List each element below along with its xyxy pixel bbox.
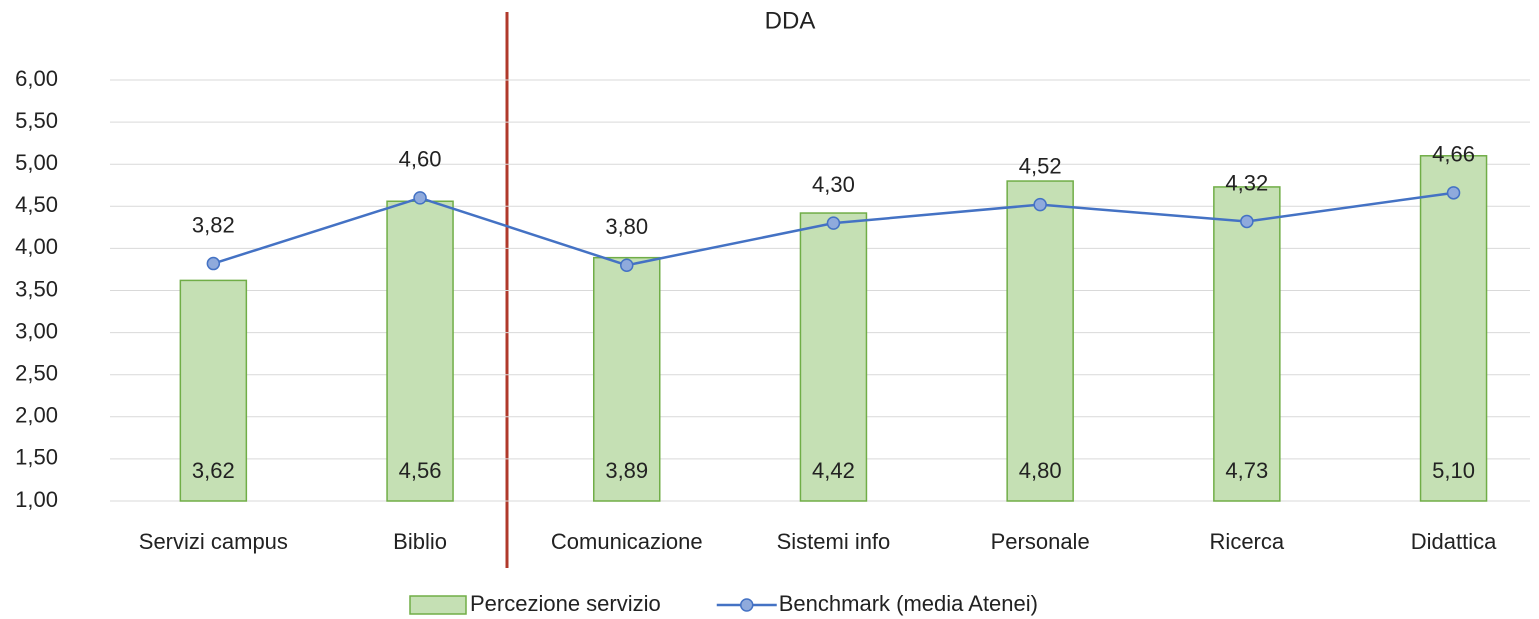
line-marker [413,191,427,205]
y-tick-label: 1,50 [15,445,58,470]
line-value-label: 4,52 [1019,153,1062,178]
bar [799,212,868,502]
legend-label: Percezione servizio [470,591,661,616]
bar-value-label: 3,62 [192,458,235,483]
y-tick-label: 5,00 [15,150,58,175]
y-tick-label: 6,00 [15,66,58,91]
y-tick-label: 4,50 [15,192,58,217]
legend-swatch-marker [740,598,754,612]
line-marker [1240,214,1254,229]
bar [593,256,661,502]
line-marker [1033,197,1047,212]
bar-value-label: 4,80 [1019,458,1062,483]
line-value-label: 4,30 [812,172,855,197]
x-tick-label: Servizi campus [139,529,288,554]
line-value-label: 3,80 [605,214,648,239]
bar-value-label: 5,10 [1432,458,1475,483]
chart-title: DDA [765,7,816,34]
legend-label: Benchmark (media Atenei) [779,591,1038,616]
bar [1006,180,1074,502]
x-tick-label: Personale [991,529,1090,554]
bar-value-label: 4,73 [1225,458,1268,483]
x-tick-label: Ricerca [1210,529,1285,554]
line-marker [826,216,841,230]
y-tick-label: 2,00 [15,403,58,428]
y-tick-label: 5,50 [15,108,58,133]
x-tick-label: Didattica [1411,529,1497,554]
bar [179,279,248,502]
bar-value-label: 3,89 [605,458,648,483]
x-tick-label: Biblio [393,529,447,554]
y-tick-label: 2,50 [15,361,58,386]
bar [1419,155,1488,502]
y-tick-label: 4,00 [15,234,58,259]
bar [1213,186,1281,502]
x-tick-label: Comunicazione [551,529,703,554]
bar-value-label: 4,56 [399,458,442,483]
y-tick-label: 1,00 [15,487,58,512]
y-tick-label: 3,00 [15,318,58,343]
line-value-label: 4,66 [1432,142,1475,167]
bar-value-label: 4,42 [812,458,855,483]
line-marker [620,258,634,272]
line-marker [206,256,221,271]
line-marker [1446,186,1461,200]
legend-swatch [409,595,467,615]
bar [386,200,454,502]
y-tick-label: 3,50 [15,276,58,301]
line-value-label: 4,60 [399,147,442,172]
x-tick-label: Sistemi info [777,529,891,554]
line-value-label: 3,82 [192,212,235,237]
line-value-label: 4,32 [1225,170,1268,195]
